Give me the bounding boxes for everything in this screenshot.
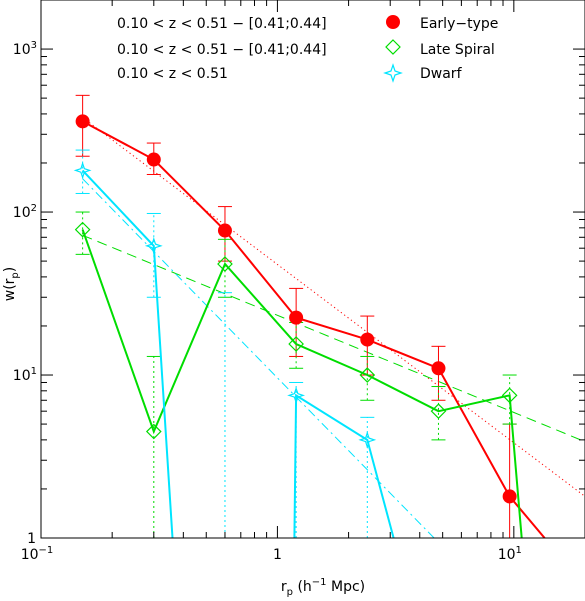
fit-line-late-spiral xyxy=(82,234,585,443)
point-early-type xyxy=(289,310,304,325)
fit-lines xyxy=(82,117,585,538)
point-late-spiral xyxy=(501,387,518,404)
point-dwarf xyxy=(358,430,377,449)
series-line-dwarf xyxy=(81,169,174,538)
point-early-type xyxy=(360,332,375,347)
legend-label-early-type: Early−type xyxy=(420,16,498,32)
point-late-spiral xyxy=(288,336,304,352)
point-early-type xyxy=(431,361,446,376)
series-line-early-type xyxy=(82,120,546,538)
legend-marker-late-spiral xyxy=(385,39,401,55)
series-line-dwarf xyxy=(293,393,395,538)
x-tick-label: 101 xyxy=(498,545,522,563)
point-dwarf xyxy=(73,161,92,180)
annotation-2: 0.10 < z < 0.51 − [0.41;0.44] xyxy=(117,42,327,58)
x-tick-label: 10−1 xyxy=(21,545,54,563)
point-early-type xyxy=(75,114,90,129)
x-axis-label: rp (h−1 Mpc) xyxy=(281,577,365,598)
axis-ticks xyxy=(40,0,585,539)
plot-frame xyxy=(40,0,585,539)
series-line-late-spiral xyxy=(81,229,523,538)
legend-label-dwarf: Dwarf xyxy=(420,66,463,82)
point-late-spiral xyxy=(430,403,447,420)
fit-line-dwarf xyxy=(82,178,435,538)
point-early-type xyxy=(502,489,517,504)
legend: Early−type Late Spiral Dwarf xyxy=(383,15,498,83)
point-dwarf xyxy=(144,236,163,255)
annotation-3: 0.10 < z < 0.51 xyxy=(117,66,228,82)
point-dwarf xyxy=(287,386,306,405)
legend-label-late-spiral: Late Spiral xyxy=(420,42,495,58)
annotations: 0.10 < z < 0.51 − [0.41;0.44] 0.10 < z <… xyxy=(117,16,327,82)
point-late-spiral xyxy=(359,367,376,383)
point-late-spiral xyxy=(145,423,162,440)
y-tick-label: 1 xyxy=(27,531,36,547)
legend-marker-early-type xyxy=(386,15,400,29)
y-tick-label: 103 xyxy=(13,40,37,58)
point-early-type xyxy=(217,223,232,238)
legend-marker-dwarf xyxy=(383,63,403,83)
series-lines xyxy=(81,120,546,538)
point-early-type xyxy=(146,152,161,167)
y-tick-label: 102 xyxy=(13,203,37,221)
y-tick-label: 101 xyxy=(13,366,37,384)
annotation-1: 0.10 < z < 0.51 − [0.41;0.44] xyxy=(117,16,327,32)
y-axis-label: w(rp) xyxy=(2,267,21,302)
point-late-spiral xyxy=(74,221,91,238)
x-tick-label: 1 xyxy=(273,547,282,563)
point-late-spiral xyxy=(217,256,233,272)
data-markers xyxy=(73,114,518,504)
error-bars xyxy=(75,94,517,538)
